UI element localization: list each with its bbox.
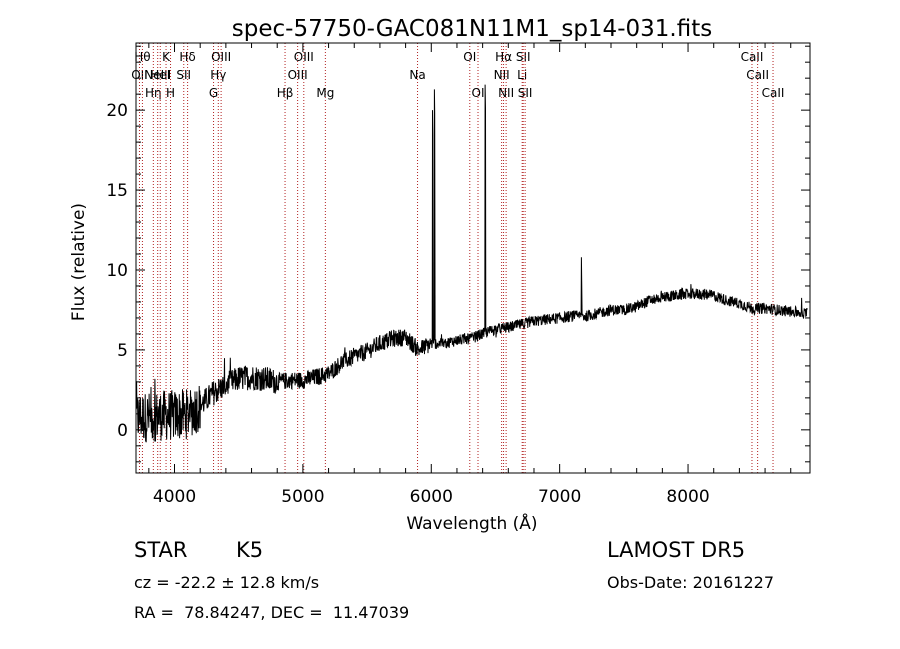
line-marker-label: Hδ (179, 50, 195, 64)
line-marker-label: CaII (762, 86, 785, 100)
line-marker-label: Hβ (277, 86, 294, 100)
y-axis-label: Flux (relative) (69, 203, 89, 321)
line-marker-label: NII (494, 68, 510, 82)
line-marker-label: NeIII (144, 68, 171, 82)
line-marker-label: Mg (316, 86, 334, 100)
line-marker-label: CaII (741, 50, 764, 64)
line-marker-label: OII (131, 68, 148, 82)
line-marker-label: SII (516, 50, 531, 64)
line-marker-label: SII (176, 68, 191, 82)
x-tick-label: 4000 (153, 487, 196, 507)
line-marker-label: Hα (495, 50, 512, 64)
line-marker-label: OI (463, 50, 476, 64)
y-tick-label: 15 (106, 181, 128, 201)
redshift-readout: cz = -22.2 ± 12.8 km/s (134, 573, 320, 592)
line-marker-label: OI (472, 86, 485, 100)
object-class: STAR (134, 538, 188, 562)
line-marker-label: CaII (746, 68, 769, 82)
line-marker-label: Na (409, 68, 425, 82)
line-marker-label: SII (518, 86, 533, 100)
y-tick-label: 10 (106, 261, 128, 281)
x-tick-label: 6000 (410, 487, 453, 507)
line-marker-label: OIII (211, 50, 231, 64)
chart-title: spec-57750-GAC081N11M1_sp14-031.fits (232, 16, 712, 42)
y-tick-label: 20 (106, 101, 128, 121)
line-marker-label: K (162, 50, 171, 64)
observation-date: Obs-Date: 20161227 (607, 573, 775, 592)
spectrum (135, 84, 808, 443)
x-tick-label: 7000 (538, 487, 581, 507)
line-marker-label: OIII (288, 68, 308, 82)
y-tick-label: 5 (117, 341, 128, 361)
plot-frame (135, 42, 811, 474)
object-subclass: K5 (236, 538, 264, 562)
line-marker-label: G (209, 86, 218, 100)
y-tick-label: 0 (117, 421, 128, 441)
line-marker-label: Hγ (210, 68, 226, 82)
coordinates-readout: RA = 78.84247, DEC = 11.47039 (134, 603, 410, 622)
survey-name: LAMOST DR5 (607, 538, 746, 562)
spectrum-line (135, 84, 808, 443)
axis-ticks: 4000 5000 6000 7000 8000 0 5 10 15 20 (106, 43, 810, 507)
line-marker-label: H (166, 86, 175, 100)
line-marker-label: HeI (150, 68, 170, 82)
line-marker-label: Hθ (134, 50, 150, 64)
x-axis-label: Wavelength (Å) (406, 512, 537, 534)
line-marker-label: Hη (145, 86, 162, 100)
line-marker-label: Li (517, 68, 527, 82)
x-tick-label: 8000 (666, 487, 709, 507)
x-tick-label: 5000 (281, 487, 324, 507)
line-marker-label: OIII (294, 50, 314, 64)
line-marker-label: NII (498, 86, 514, 100)
